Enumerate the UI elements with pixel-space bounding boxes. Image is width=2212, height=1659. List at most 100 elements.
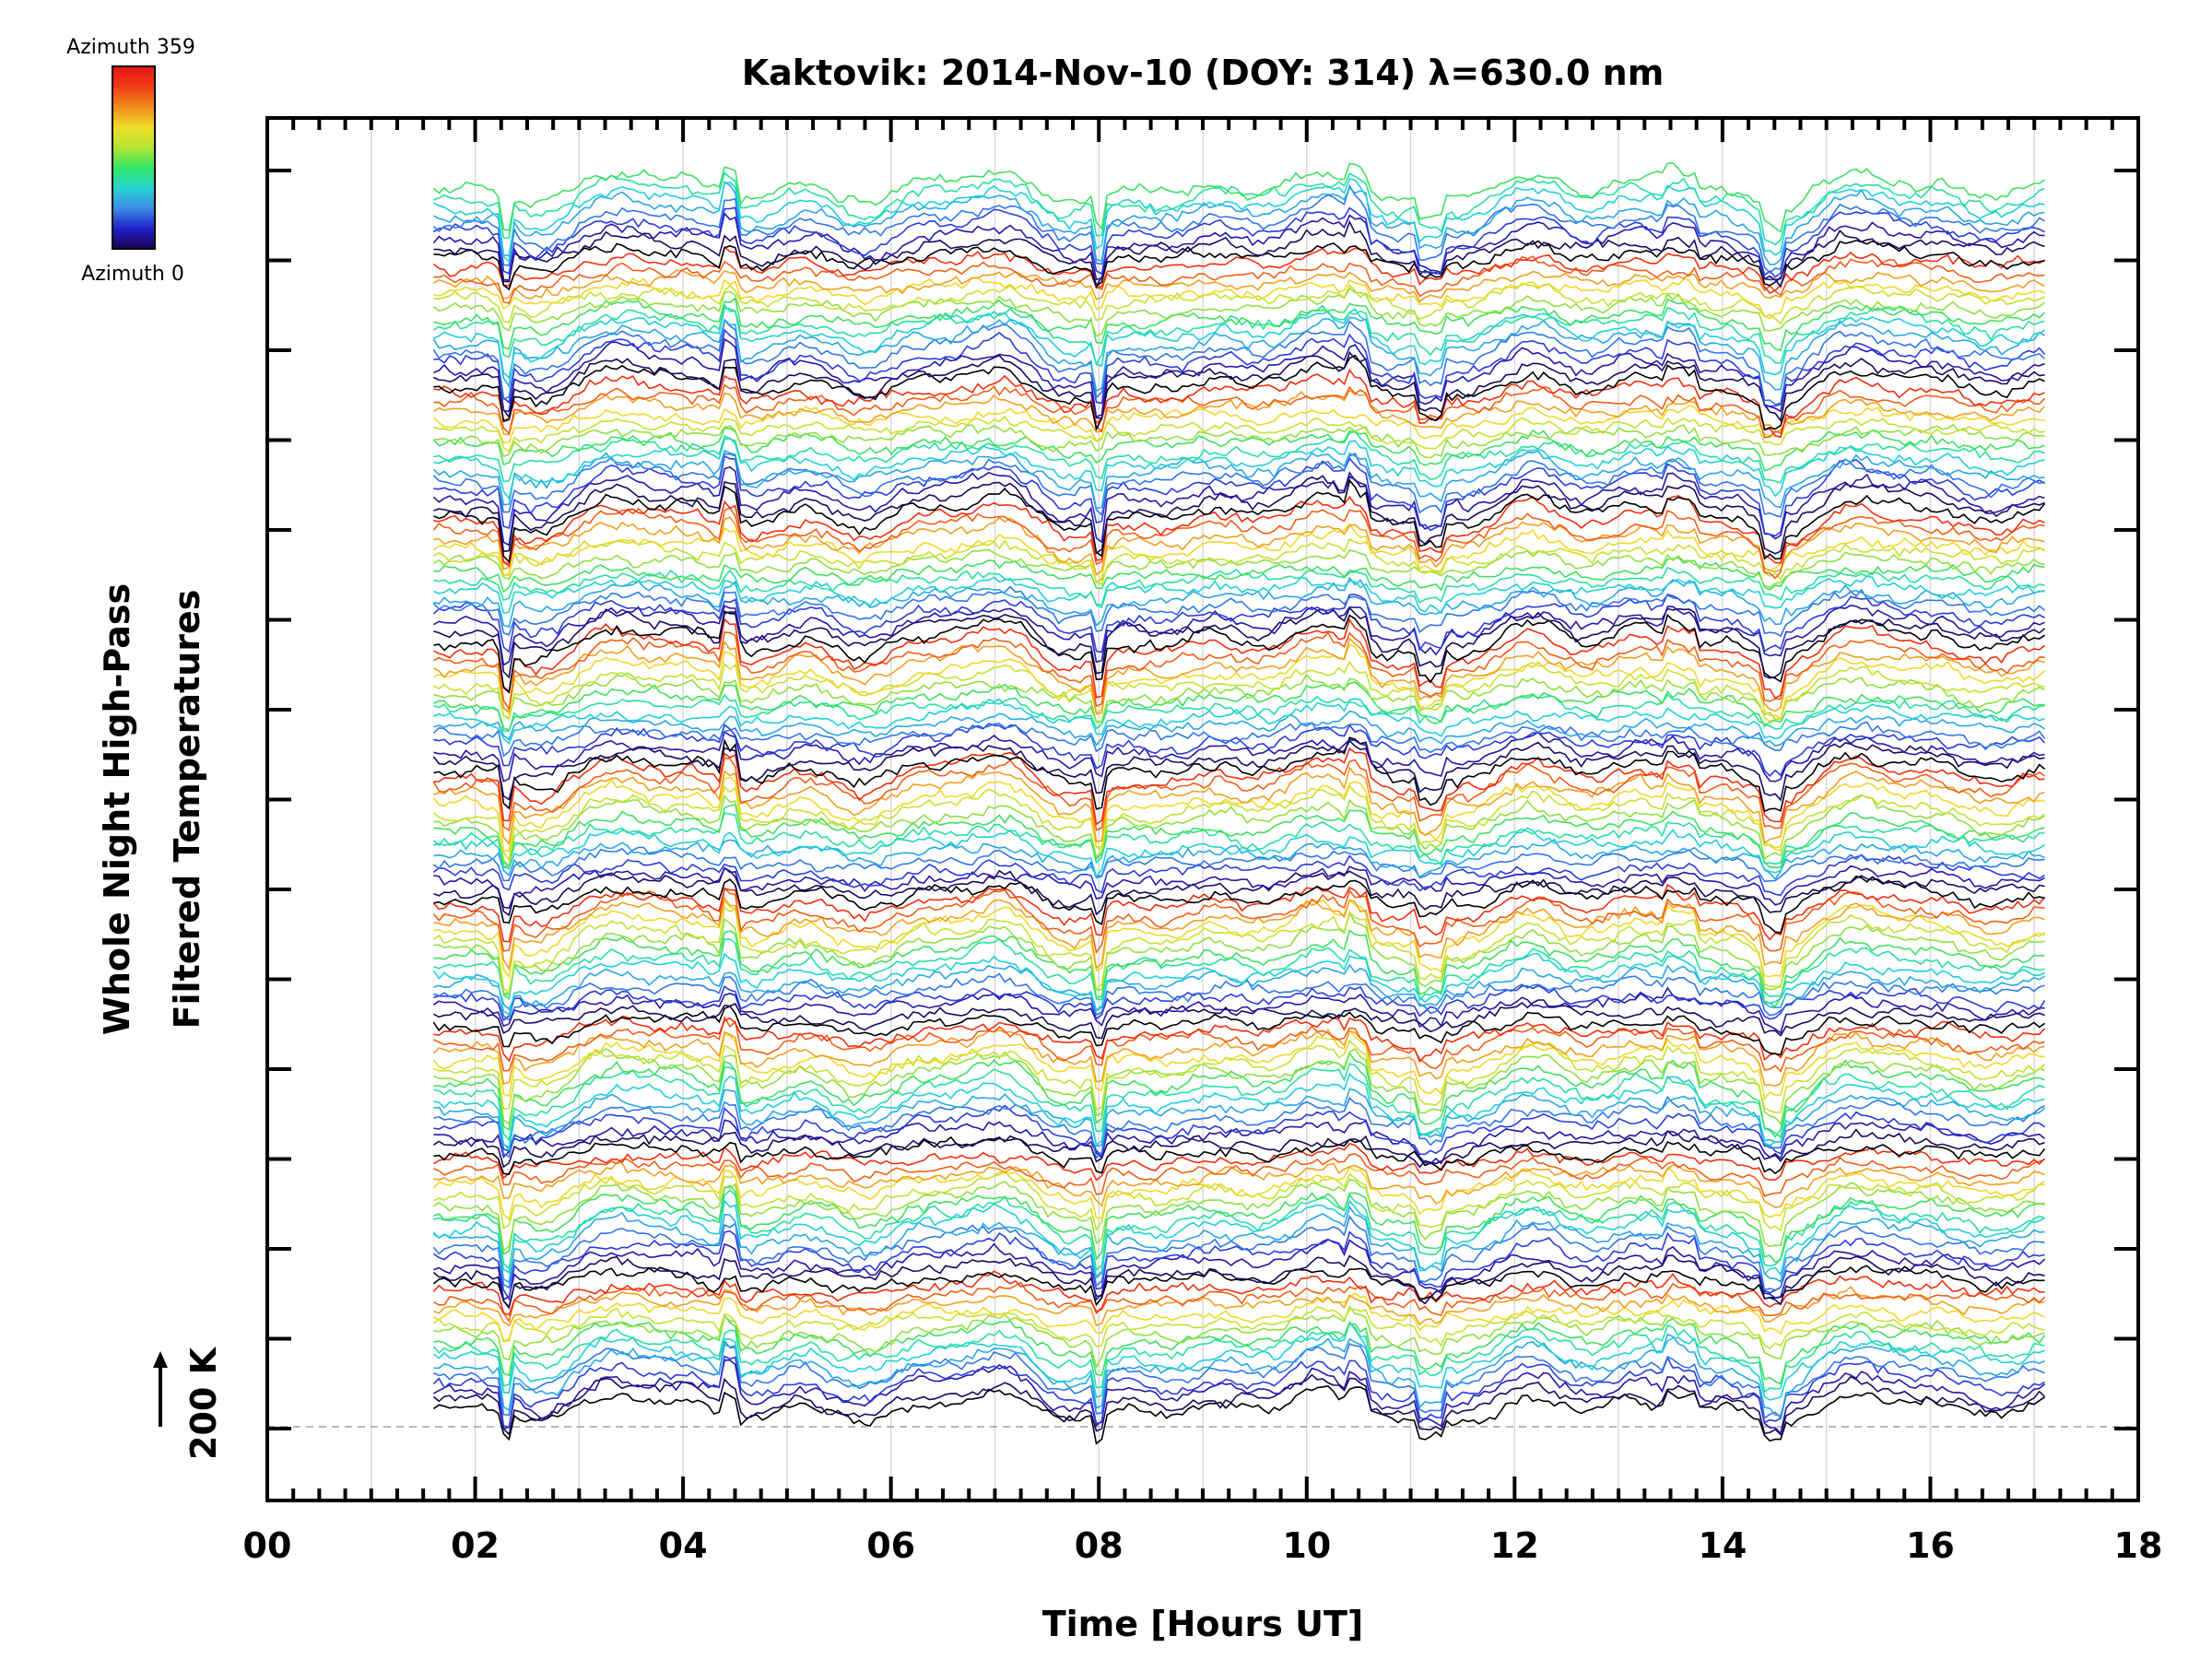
trace-line — [432, 739, 2045, 802]
trace-line — [433, 710, 2045, 747]
trace-line — [433, 604, 2045, 666]
trace-line — [433, 566, 2045, 609]
trace-line — [433, 1286, 2045, 1327]
trace-line — [432, 245, 2045, 295]
trace-line — [432, 1205, 2045, 1284]
trace-line — [433, 437, 2045, 500]
x-tick-label: 12 — [1490, 1525, 1539, 1566]
trace-line — [433, 1072, 2045, 1152]
trace-line — [433, 794, 2045, 868]
trace-line — [432, 783, 2045, 863]
trace-line — [433, 181, 2045, 265]
trace-line — [432, 453, 2045, 518]
trace-line — [432, 523, 2045, 584]
trace-line — [433, 1281, 2046, 1324]
trace-line — [433, 171, 2045, 246]
trace-line — [432, 161, 2045, 233]
trace-line — [433, 631, 2045, 712]
trace-line — [432, 212, 2045, 281]
trace-line — [432, 506, 2045, 580]
trace-line — [433, 999, 2045, 1040]
trace-line — [433, 307, 2045, 380]
trace-line — [433, 1161, 2045, 1208]
x-axis-tick-labels: 00 02 04 06 08 10 12 14 16 18 — [243, 1525, 2163, 1566]
chart-title: Kaktovik: 2014-Nov-10 (DOY: 314) λ=630.0… — [742, 53, 1665, 93]
trace-line — [432, 1355, 2045, 1429]
x-tick-label: 18 — [2114, 1525, 2163, 1566]
trace-line — [432, 887, 2045, 955]
trace-line — [433, 219, 2045, 288]
trace-line — [433, 1359, 2046, 1435]
trace-line — [433, 240, 2045, 291]
trace-line — [433, 866, 2045, 917]
trace-line — [432, 1270, 2045, 1316]
trace-line — [432, 1254, 2045, 1310]
trace-line — [433, 693, 2045, 732]
trace-line — [433, 929, 2045, 1008]
trace-line — [433, 610, 2045, 694]
trace-line — [433, 660, 2045, 723]
trace-line — [433, 898, 2045, 980]
trace-line — [433, 1047, 2045, 1126]
trace-line — [433, 556, 2045, 594]
trace-line — [433, 747, 2045, 826]
trace-line — [432, 846, 2045, 883]
colorbar-bottom-label: Azimuth 0 — [81, 263, 184, 286]
trace-line — [432, 303, 2045, 367]
y-axis-label-line1: Whole Night High-Pass — [97, 583, 137, 1035]
trace-line — [433, 896, 2045, 971]
x-tick-label: 14 — [1698, 1525, 1747, 1566]
trace-line — [433, 1039, 2046, 1113]
trace-line — [432, 1128, 2045, 1169]
trace-line — [433, 575, 2045, 615]
trace-line — [433, 804, 2045, 869]
trace-line — [433, 1104, 2045, 1158]
y-axis-label: Whole Night High-Pass Filtered Temperatu… — [97, 583, 207, 1035]
trace-line — [433, 1142, 2046, 1182]
trace-line — [433, 576, 2045, 629]
scale-bar: 200 K — [153, 1346, 224, 1460]
trace-line — [433, 736, 2046, 813]
trace-line — [432, 1373, 2046, 1436]
trace-line — [433, 276, 2045, 320]
trace-line — [432, 318, 2046, 406]
trace-line — [432, 449, 2045, 510]
trace-line — [433, 865, 2045, 910]
trace-line — [433, 730, 2045, 782]
trace-line — [432, 206, 2045, 278]
trace-line — [433, 255, 2045, 305]
colorbar: Azimuth 359 Azimuth 0 — [66, 36, 195, 286]
trace-line — [433, 516, 2045, 577]
trace-line — [433, 875, 2045, 934]
trace-line — [433, 984, 2046, 1022]
trace-line — [432, 465, 2045, 547]
trace-line — [433, 643, 2046, 720]
trace-line — [433, 972, 2045, 1021]
trace-line — [433, 1184, 2045, 1264]
trace-line — [433, 672, 2045, 724]
trace-line — [432, 1029, 2045, 1101]
trace-line — [433, 1313, 2046, 1385]
trace-line — [433, 1189, 2045, 1272]
trace-line — [433, 1095, 2045, 1160]
trace-line — [432, 585, 2046, 638]
trace-line — [432, 905, 2045, 994]
trace-line — [433, 681, 2045, 732]
trace-line — [433, 350, 2045, 423]
trace-line — [432, 757, 2045, 831]
x-axis-ticks — [265, 118, 2140, 1500]
trace-line — [433, 937, 2045, 1002]
trace-line — [433, 495, 2045, 568]
trace-line — [433, 606, 2046, 679]
trace-line — [433, 618, 2046, 700]
trace-line — [432, 812, 2045, 869]
trace-line — [433, 1015, 2045, 1073]
trace-line — [433, 1339, 2045, 1419]
trace-line — [433, 454, 2045, 537]
trace-line — [433, 429, 2045, 484]
trace-line — [432, 405, 2045, 444]
trace-line — [433, 328, 2046, 407]
trace-line — [433, 368, 2045, 439]
trace-line — [433, 1063, 2045, 1143]
trace-line — [432, 1321, 2045, 1394]
